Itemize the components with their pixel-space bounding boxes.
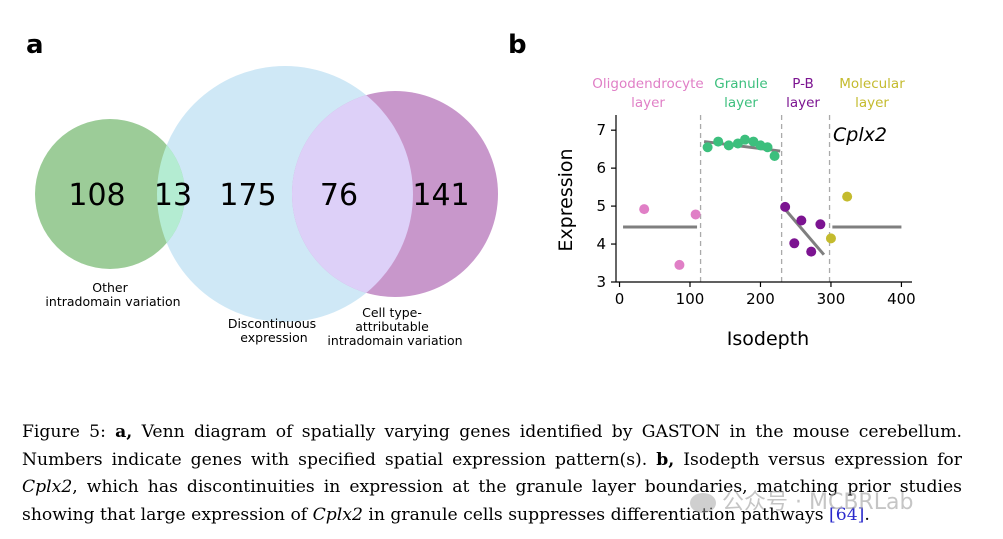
y-axis-label: Expression: [555, 148, 577, 251]
x-tick-label-0: 0: [615, 290, 625, 308]
isodepth-expression-chart: Oligodendrocyte layer Granule layer P-B …: [555, 76, 916, 350]
venn-diagram: 108 13 175 76 141 Other intradomain vari…: [35, 66, 498, 348]
caption-text-2: Isodepth versus expression for: [674, 449, 962, 470]
caption-fig: Figure 5:: [22, 422, 116, 442]
data-point-s2-2: [796, 215, 807, 226]
data-point-s0-2: [690, 209, 701, 220]
layer-label-pb-2: layer: [786, 95, 820, 111]
y-tick-label-3: 6: [596, 159, 606, 177]
gene-title: Cplx2: [833, 124, 887, 146]
count-other-only: 108: [68, 178, 125, 213]
layer-label-granule-2: layer: [724, 95, 758, 111]
data-point-s2-0: [780, 201, 791, 212]
citation-link[interactable]: [64]: [829, 504, 865, 525]
x-tick-label-1: 100: [676, 290, 705, 308]
count-discontinuous-celltype: 76: [320, 178, 358, 213]
layer-label-pb-1: P-B: [792, 76, 814, 92]
data-point-s1-7: [762, 142, 773, 153]
venn-circle-other: [35, 119, 185, 269]
venn-overlap-discontinuous-celltype: [292, 91, 413, 297]
set-label-discontinuous-2: expression: [240, 330, 307, 345]
layer-label-molecular-1: Molecular: [839, 76, 905, 92]
x-tick-label-4: 400: [887, 290, 916, 308]
set-label-other-2: intradomain variation: [45, 294, 180, 309]
caption-b: b,: [656, 449, 675, 470]
count-other-discontinuous: 13: [154, 178, 192, 213]
data-point-s1-4: [739, 134, 750, 145]
fit-line-2: [781, 205, 826, 256]
count-celltype-only: 141: [412, 178, 469, 213]
caption-gene-2: Cplx2: [312, 504, 363, 525]
layer-label-oligodendrocyte-1: Oligodendrocyte: [592, 76, 703, 92]
data-point-s1-1: [713, 136, 724, 147]
set-label-celltype-3: intradomain variation: [327, 333, 462, 348]
layer-label-granule-1: Granule: [714, 76, 767, 92]
data-point-s2-4: [815, 219, 826, 230]
y-tick-label-4: 7: [596, 121, 606, 139]
x-tick-label-2: 200: [746, 290, 775, 308]
caption-text-1: Venn diagram of spatially varying genes …: [22, 422, 962, 470]
x-axis-label: Isodepth: [727, 328, 809, 350]
data-point-s2-1: [789, 238, 800, 249]
caption-text-4: in granule cells suppresses differentiat…: [362, 504, 830, 525]
count-discontinuous-only: 175: [219, 178, 276, 213]
layer-label-molecular-2: layer: [855, 95, 889, 111]
y-tick-label-0: 3: [596, 273, 606, 291]
y-tick-label-1: 4: [596, 235, 606, 253]
data-point-s1-0: [702, 142, 713, 153]
data-point-s0-1: [674, 259, 685, 270]
data-point-s0-0: [639, 204, 650, 215]
data-point-s3-0: [825, 233, 836, 244]
set-label-celltype-2: attributable: [355, 319, 429, 334]
data-point-s3-1: [842, 191, 853, 202]
data-point-s2-3: [806, 246, 817, 257]
figure-caption: Figure 5: a, Venn diagram of spatially v…: [22, 419, 962, 529]
caption-text-3: , which has discontinuities in expressio…: [22, 477, 962, 525]
panel-a-label: a: [26, 30, 44, 60]
y-tick-label-2: 5: [596, 197, 606, 215]
data-point-s1-2: [723, 140, 734, 151]
panel-b-label: b: [508, 30, 527, 60]
caption-a: a,: [115, 422, 133, 442]
set-label-other-1: Other: [92, 280, 128, 295]
set-label-discontinuous-1: Discontinuous: [228, 316, 316, 331]
data-point-s1-8: [769, 150, 780, 161]
layer-label-oligodendrocyte-2: layer: [631, 95, 665, 111]
set-label-celltype-1: Cell type-: [362, 305, 422, 320]
x-tick-label-3: 300: [817, 290, 846, 308]
caption-text-5: .: [864, 504, 870, 525]
caption-gene-1: Cplx2: [22, 477, 73, 498]
